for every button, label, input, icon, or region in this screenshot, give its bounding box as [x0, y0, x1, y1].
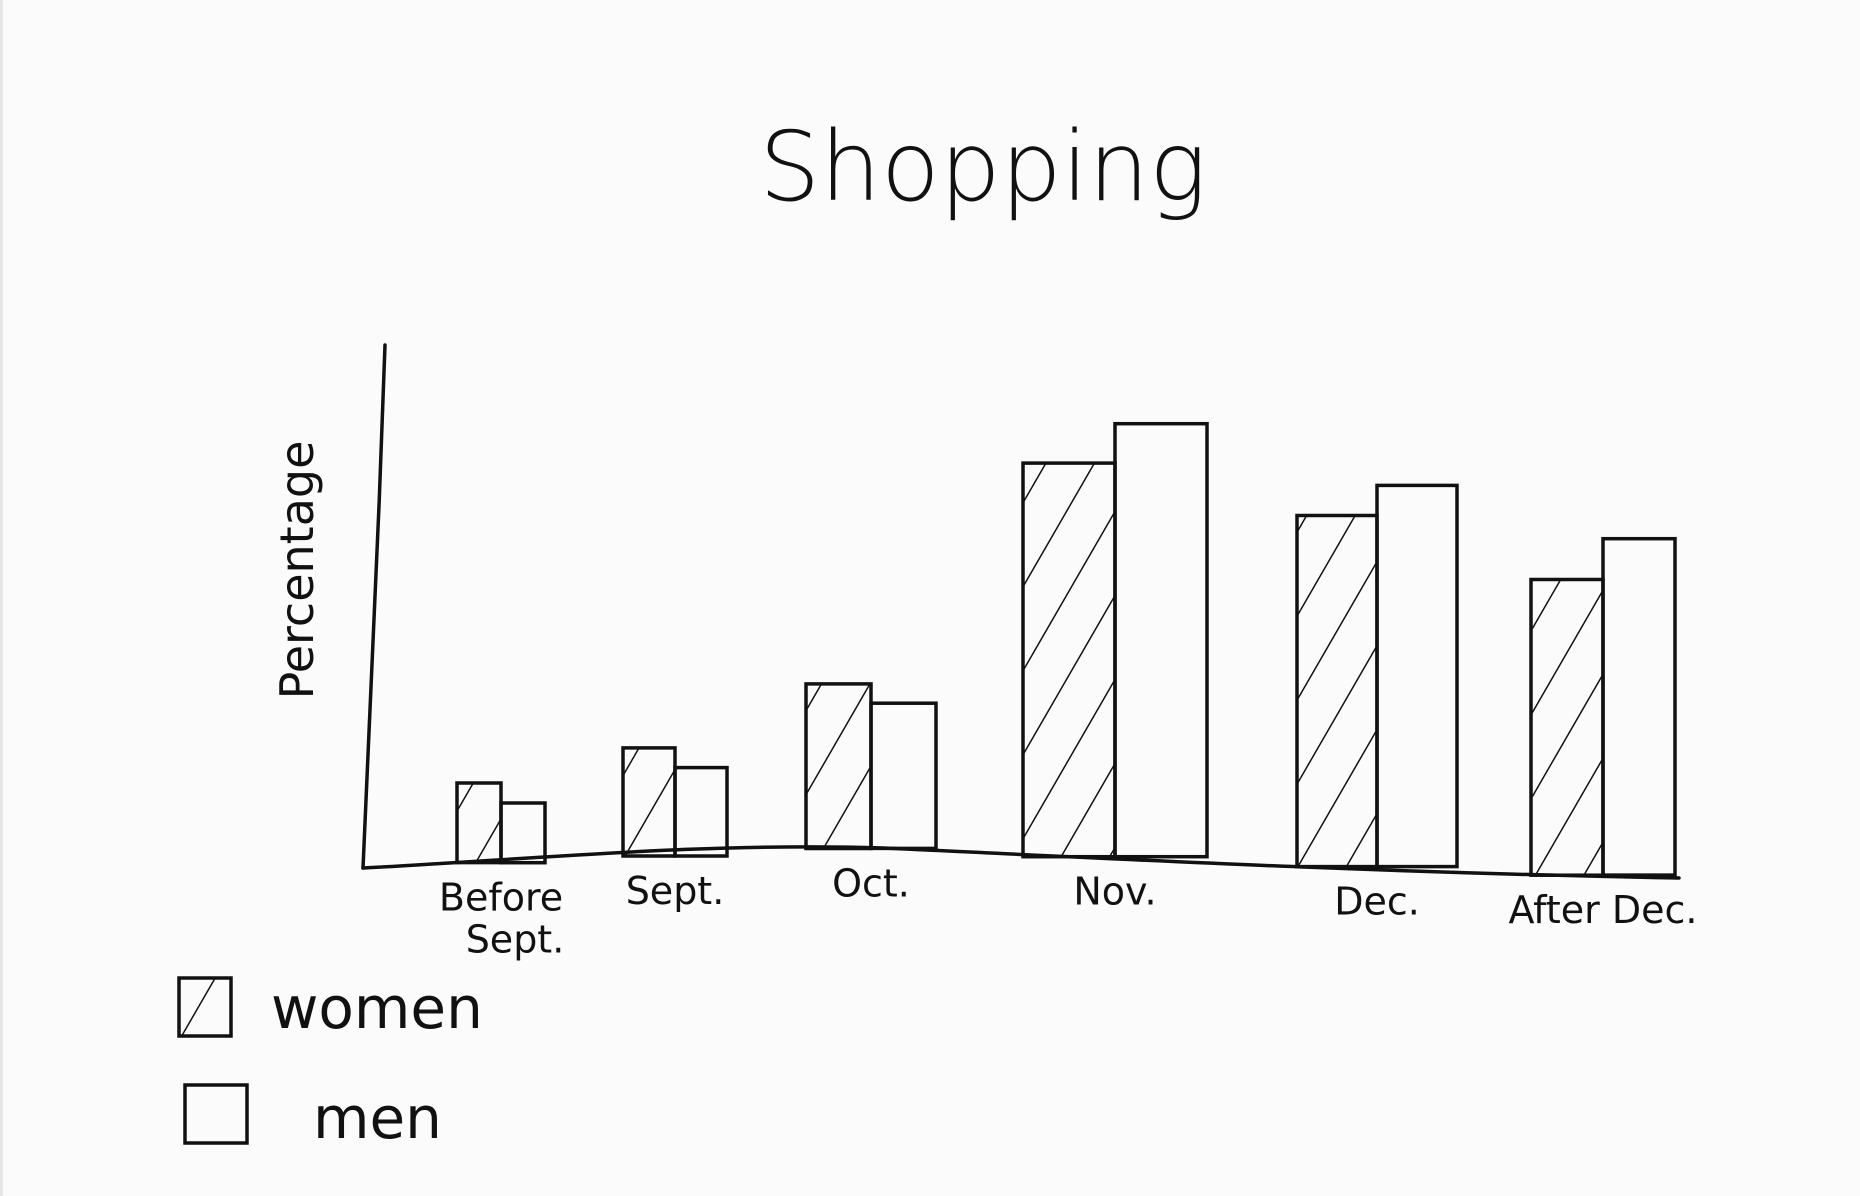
x-tick-label-3: Nov.: [1073, 870, 1156, 914]
bar-women-2: [804, 682, 873, 851]
bar-men-5: [1601, 536, 1677, 877]
x-tick-label-1: Sept.: [626, 869, 725, 913]
legend-label-women: women: [271, 974, 483, 1042]
bar-women-3: [1021, 461, 1117, 859]
bar-women-1: [621, 746, 677, 858]
chart-title: Shopping: [759, 111, 1207, 223]
x-tick-label-0: Before Sept.: [439, 876, 564, 962]
x-tick-label-5: After Dec.: [1509, 888, 1698, 932]
bar-men-1: [673, 765, 729, 858]
bar-men-3: [1113, 421, 1209, 859]
x-tick-label-2: Oct.: [832, 861, 910, 905]
legend-label-men: men: [313, 1084, 442, 1152]
y-axis-label: Percentage: [270, 441, 324, 700]
x-tick-labels: Before Sept. Sept. Oct. Nov. Dec. After Dec.: [439, 861, 1698, 961]
x-tick-label-4: Dec.: [1334, 880, 1420, 924]
shopping-chart: Shopping Percentage Before Sept. Sept. Oct.…: [177, 111, 1698, 1152]
bar-women-5: [1529, 577, 1605, 877]
legend: women men: [177, 974, 483, 1152]
y-axis-line: [361, 343, 387, 870]
bar-men-2: [869, 701, 938, 851]
bar-women-4: [1295, 513, 1379, 869]
legend-swatch-men: [183, 1083, 249, 1145]
bar-men-0: [499, 801, 547, 865]
bar-men-4: [1375, 483, 1459, 869]
bars-group: [455, 421, 1677, 877]
bar-women-0: [455, 781, 503, 865]
x-axis-line: [361, 845, 1681, 880]
legend-swatch-women: [177, 976, 233, 1038]
